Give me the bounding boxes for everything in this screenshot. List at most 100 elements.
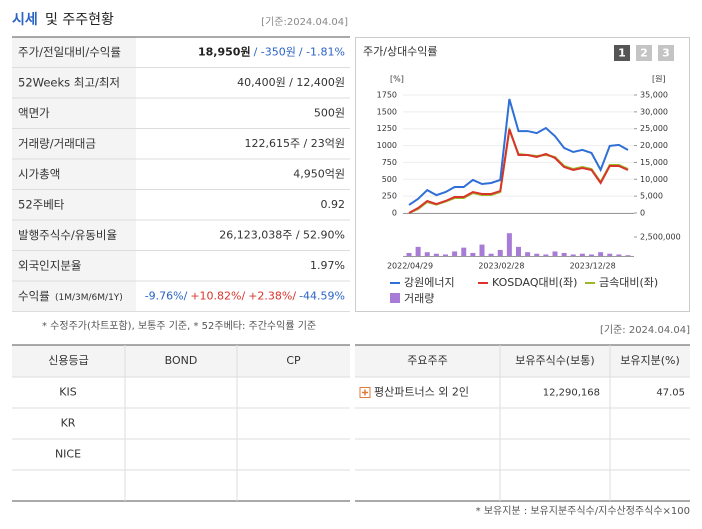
y-tick-label: 250	[382, 192, 397, 201]
y2-tick-label: 20,000	[640, 141, 668, 150]
value-part: +10.82%/	[190, 289, 245, 302]
volume-bar	[516, 246, 521, 256]
row-label: 52주베타	[18, 197, 65, 211]
y2-tick-label: 0	[640, 209, 645, 218]
volume-bar	[579, 253, 585, 256]
table-header	[355, 345, 690, 377]
value-part: 26,123,038주 / 52.90%	[219, 228, 345, 241]
volume-bar	[561, 252, 567, 256]
value-part: / -1.81%	[299, 45, 345, 58]
tab[interactable]	[614, 45, 630, 61]
tab-label: 3	[662, 47, 670, 60]
x-tick-label: 2023/02/28	[478, 262, 524, 271]
value-part: 4,950억원	[293, 167, 345, 180]
row-value: 500원	[314, 106, 345, 119]
volume-bar	[616, 254, 622, 256]
row-value: 122,615주 / 23억원	[244, 137, 345, 150]
row-label: 시가총액	[18, 167, 60, 181]
section-title: 및 주주현황	[45, 12, 114, 28]
volume-bar	[433, 253, 439, 256]
label-cell	[12, 190, 136, 220]
holder-name: 평산파트너스 외 2인	[374, 386, 469, 399]
agency: NICE	[55, 448, 81, 461]
value-part: / -350원	[254, 45, 296, 58]
row-label: 외국인지분율	[18, 258, 81, 272]
table-header	[12, 345, 350, 377]
volume-tick-label: 2,500,000	[640, 233, 681, 242]
legend-label: 강원에너지	[404, 276, 455, 289]
row-label-sub: (1M/3M/6M/1Y)	[55, 293, 123, 303]
column-header: 신용등급	[48, 354, 88, 367]
note: * 수정주가(차트포함), 보통주 기준, * 52주베타: 주간수익률 기준	[42, 320, 316, 332]
tab[interactable]	[658, 45, 674, 61]
row-value: 0.92	[321, 198, 346, 211]
volume-bar	[543, 254, 549, 256]
y-tick-label: 1000	[377, 141, 397, 150]
volume-bar	[525, 252, 531, 256]
holder-pct: 47.05	[656, 388, 685, 399]
series-line	[408, 128, 629, 214]
value-part: 500원	[314, 106, 345, 119]
y-tick-label: 1750	[377, 91, 397, 100]
series-line	[408, 126, 629, 214]
legend-label: 금속대비(좌)	[599, 276, 658, 289]
column-header: CP	[286, 354, 301, 367]
x-tick-label: 2022/04/29	[387, 262, 433, 271]
volume-bar	[406, 252, 412, 256]
volume-bar	[479, 244, 485, 256]
volume-bar	[625, 255, 631, 256]
volume-bar	[552, 251, 558, 256]
section-title: 시세	[12, 12, 38, 28]
volume-bar	[443, 254, 448, 256]
row-value: 4,950억원	[293, 167, 345, 180]
volume-bar	[452, 251, 458, 256]
holder-shares: 12,290,168	[543, 388, 600, 399]
row-label: 발행주식수/유동비율	[18, 228, 117, 242]
value-part: -44.59%	[299, 289, 345, 302]
date: [기준: 2024.04.04]	[600, 324, 690, 336]
label-cell	[12, 220, 136, 250]
volume-bar	[598, 252, 604, 256]
value-part: 122,615주 / 23억원	[244, 137, 345, 150]
value-part: 0.92	[321, 198, 346, 211]
value-part: 18,950원	[198, 44, 251, 58]
row-label: 주가/전일대비/수익률	[18, 45, 121, 59]
chart-title: 주가/상대수익률	[363, 45, 438, 58]
y-tick-label: 750	[382, 158, 397, 167]
tab-label: 1	[618, 47, 626, 60]
volume-bar	[424, 252, 430, 256]
y-tick-label: 1500	[377, 107, 397, 116]
label-cell	[12, 159, 136, 189]
tab-label: 2	[640, 47, 648, 60]
tab[interactable]	[636, 45, 652, 61]
volume-bar	[506, 233, 512, 256]
date: [기준:2024.04.04]	[261, 16, 348, 28]
label-cell	[12, 98, 136, 128]
y-tick-label: 500	[382, 175, 397, 184]
column-header: BOND	[165, 354, 198, 367]
agency: KR	[61, 417, 76, 430]
label-cell	[12, 281, 136, 311]
y2-tick-label: 25,000	[640, 124, 668, 133]
volume-bar	[534, 253, 540, 256]
volume-bar	[470, 252, 476, 256]
volume-bar	[461, 247, 467, 256]
label-cell	[12, 68, 136, 98]
volume-bar	[415, 246, 421, 256]
row-value: 18,950원 / -350원 / -1.81%	[198, 44, 345, 58]
value-part: -9.76%/	[145, 289, 188, 302]
row-value: 40,400원 / 12,400원	[237, 76, 345, 89]
y-tick-label: 1250	[377, 124, 397, 133]
row-value: 26,123,038주 / 52.90%	[219, 228, 345, 241]
y2-tick-label: 30,000	[640, 107, 668, 116]
row-value: 1.97%	[310, 259, 345, 272]
expand-icon	[362, 389, 368, 396]
series-line	[408, 98, 629, 206]
legend-label: 거래량	[404, 292, 434, 305]
column-header: 주요주주	[407, 354, 447, 367]
x-tick-label: 2023/12/28	[570, 262, 616, 271]
row-value: -9.76%/+10.82%/+2.38%/-44.59%	[145, 289, 345, 302]
value-part: +2.38%/	[248, 289, 296, 302]
column-header: 보유지분(%)	[620, 354, 680, 367]
